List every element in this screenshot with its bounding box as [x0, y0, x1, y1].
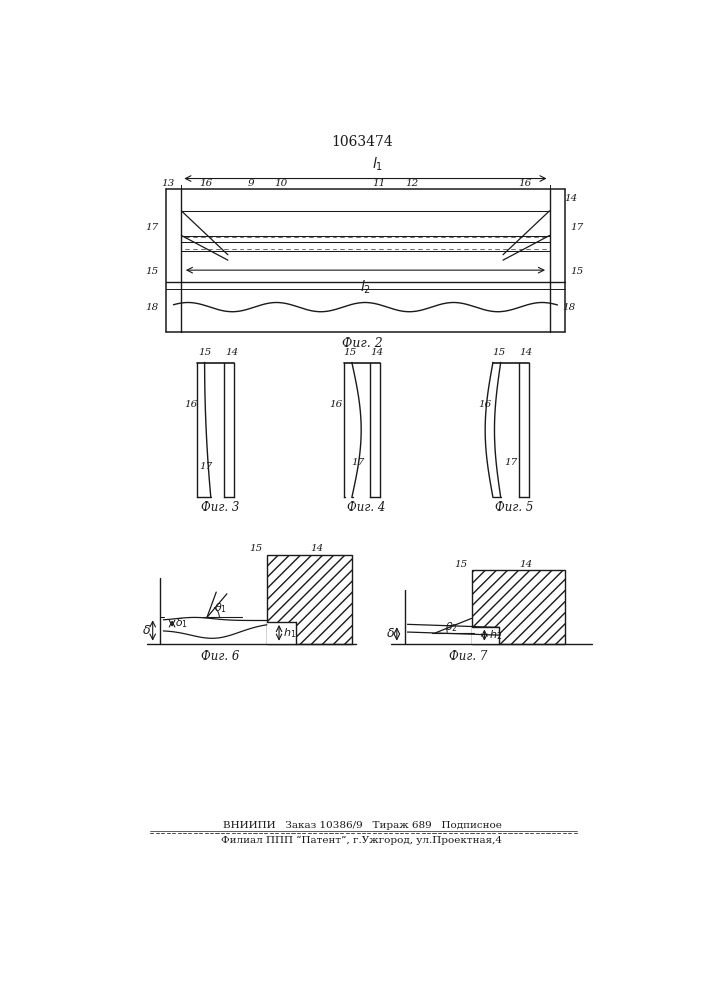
Text: 9: 9	[248, 179, 255, 188]
Text: 15: 15	[570, 267, 583, 276]
Text: $h_2$: $h_2$	[489, 628, 502, 642]
Bar	[267, 555, 352, 644]
Text: 17: 17	[199, 462, 213, 471]
Text: 16: 16	[329, 400, 343, 409]
Text: 14: 14	[370, 348, 383, 357]
Text: $\delta$: $\delta$	[142, 624, 151, 637]
Text: $\theta_1$: $\theta_1$	[214, 601, 228, 615]
Text: $l_1$: $l_1$	[371, 156, 382, 173]
Text: 15: 15	[455, 560, 468, 569]
Text: $\delta_1$: $\delta_1$	[175, 617, 188, 630]
Text: 15: 15	[249, 544, 262, 553]
Text: 10: 10	[274, 179, 287, 188]
Text: 11: 11	[373, 179, 385, 188]
Text: 17: 17	[504, 458, 518, 467]
Text: $\delta$: $\delta$	[386, 627, 395, 640]
Text: $h_1$: $h_1$	[284, 626, 296, 640]
Text: 15: 15	[146, 267, 158, 276]
Text: 12: 12	[406, 179, 419, 188]
Text: 16: 16	[199, 179, 213, 188]
Text: 17: 17	[570, 223, 583, 232]
Text: 13: 13	[160, 179, 174, 188]
Text: 15: 15	[493, 348, 506, 357]
Text: Фиг. 2: Фиг. 2	[341, 337, 382, 350]
Bar	[472, 570, 565, 644]
Text: 1063474: 1063474	[331, 135, 393, 149]
Text: Фиг. 5: Фиг. 5	[496, 501, 534, 514]
Text: $\theta_2$: $\theta_2$	[445, 621, 457, 634]
Text: 16: 16	[518, 179, 532, 188]
Text: 18: 18	[562, 303, 575, 312]
Text: 14: 14	[225, 348, 238, 357]
Text: 17: 17	[351, 458, 365, 467]
Text: 16: 16	[479, 400, 492, 409]
Text: 14: 14	[565, 194, 578, 203]
Text: $l_2$: $l_2$	[360, 279, 371, 296]
Text: 16: 16	[184, 400, 197, 409]
Text: 15: 15	[198, 348, 211, 357]
Text: ВНИИПИ   Заказ 10386/9   Тираж 689   Подписное: ВНИИПИ Заказ 10386/9 Тираж 689 Подписное	[223, 821, 501, 830]
Bar	[267, 622, 296, 644]
Text: Фиг. 3: Фиг. 3	[201, 501, 239, 514]
Text: 14: 14	[519, 348, 532, 357]
Bar	[472, 627, 499, 644]
Text: 18: 18	[146, 303, 158, 312]
Text: Фиг. 7: Фиг. 7	[449, 650, 487, 663]
Text: Фиг. 4: Фиг. 4	[346, 501, 385, 514]
Text: Филиал ППП “Патент”, г.Ужгород, ул.Проектная,4: Филиал ППП “Патент”, г.Ужгород, ул.Проек…	[221, 836, 503, 845]
Text: 15: 15	[344, 348, 357, 357]
Text: 17: 17	[146, 223, 158, 232]
Text: Фиг. 6: Фиг. 6	[201, 650, 239, 663]
Text: 14: 14	[310, 544, 324, 553]
Text: 14: 14	[520, 560, 533, 569]
